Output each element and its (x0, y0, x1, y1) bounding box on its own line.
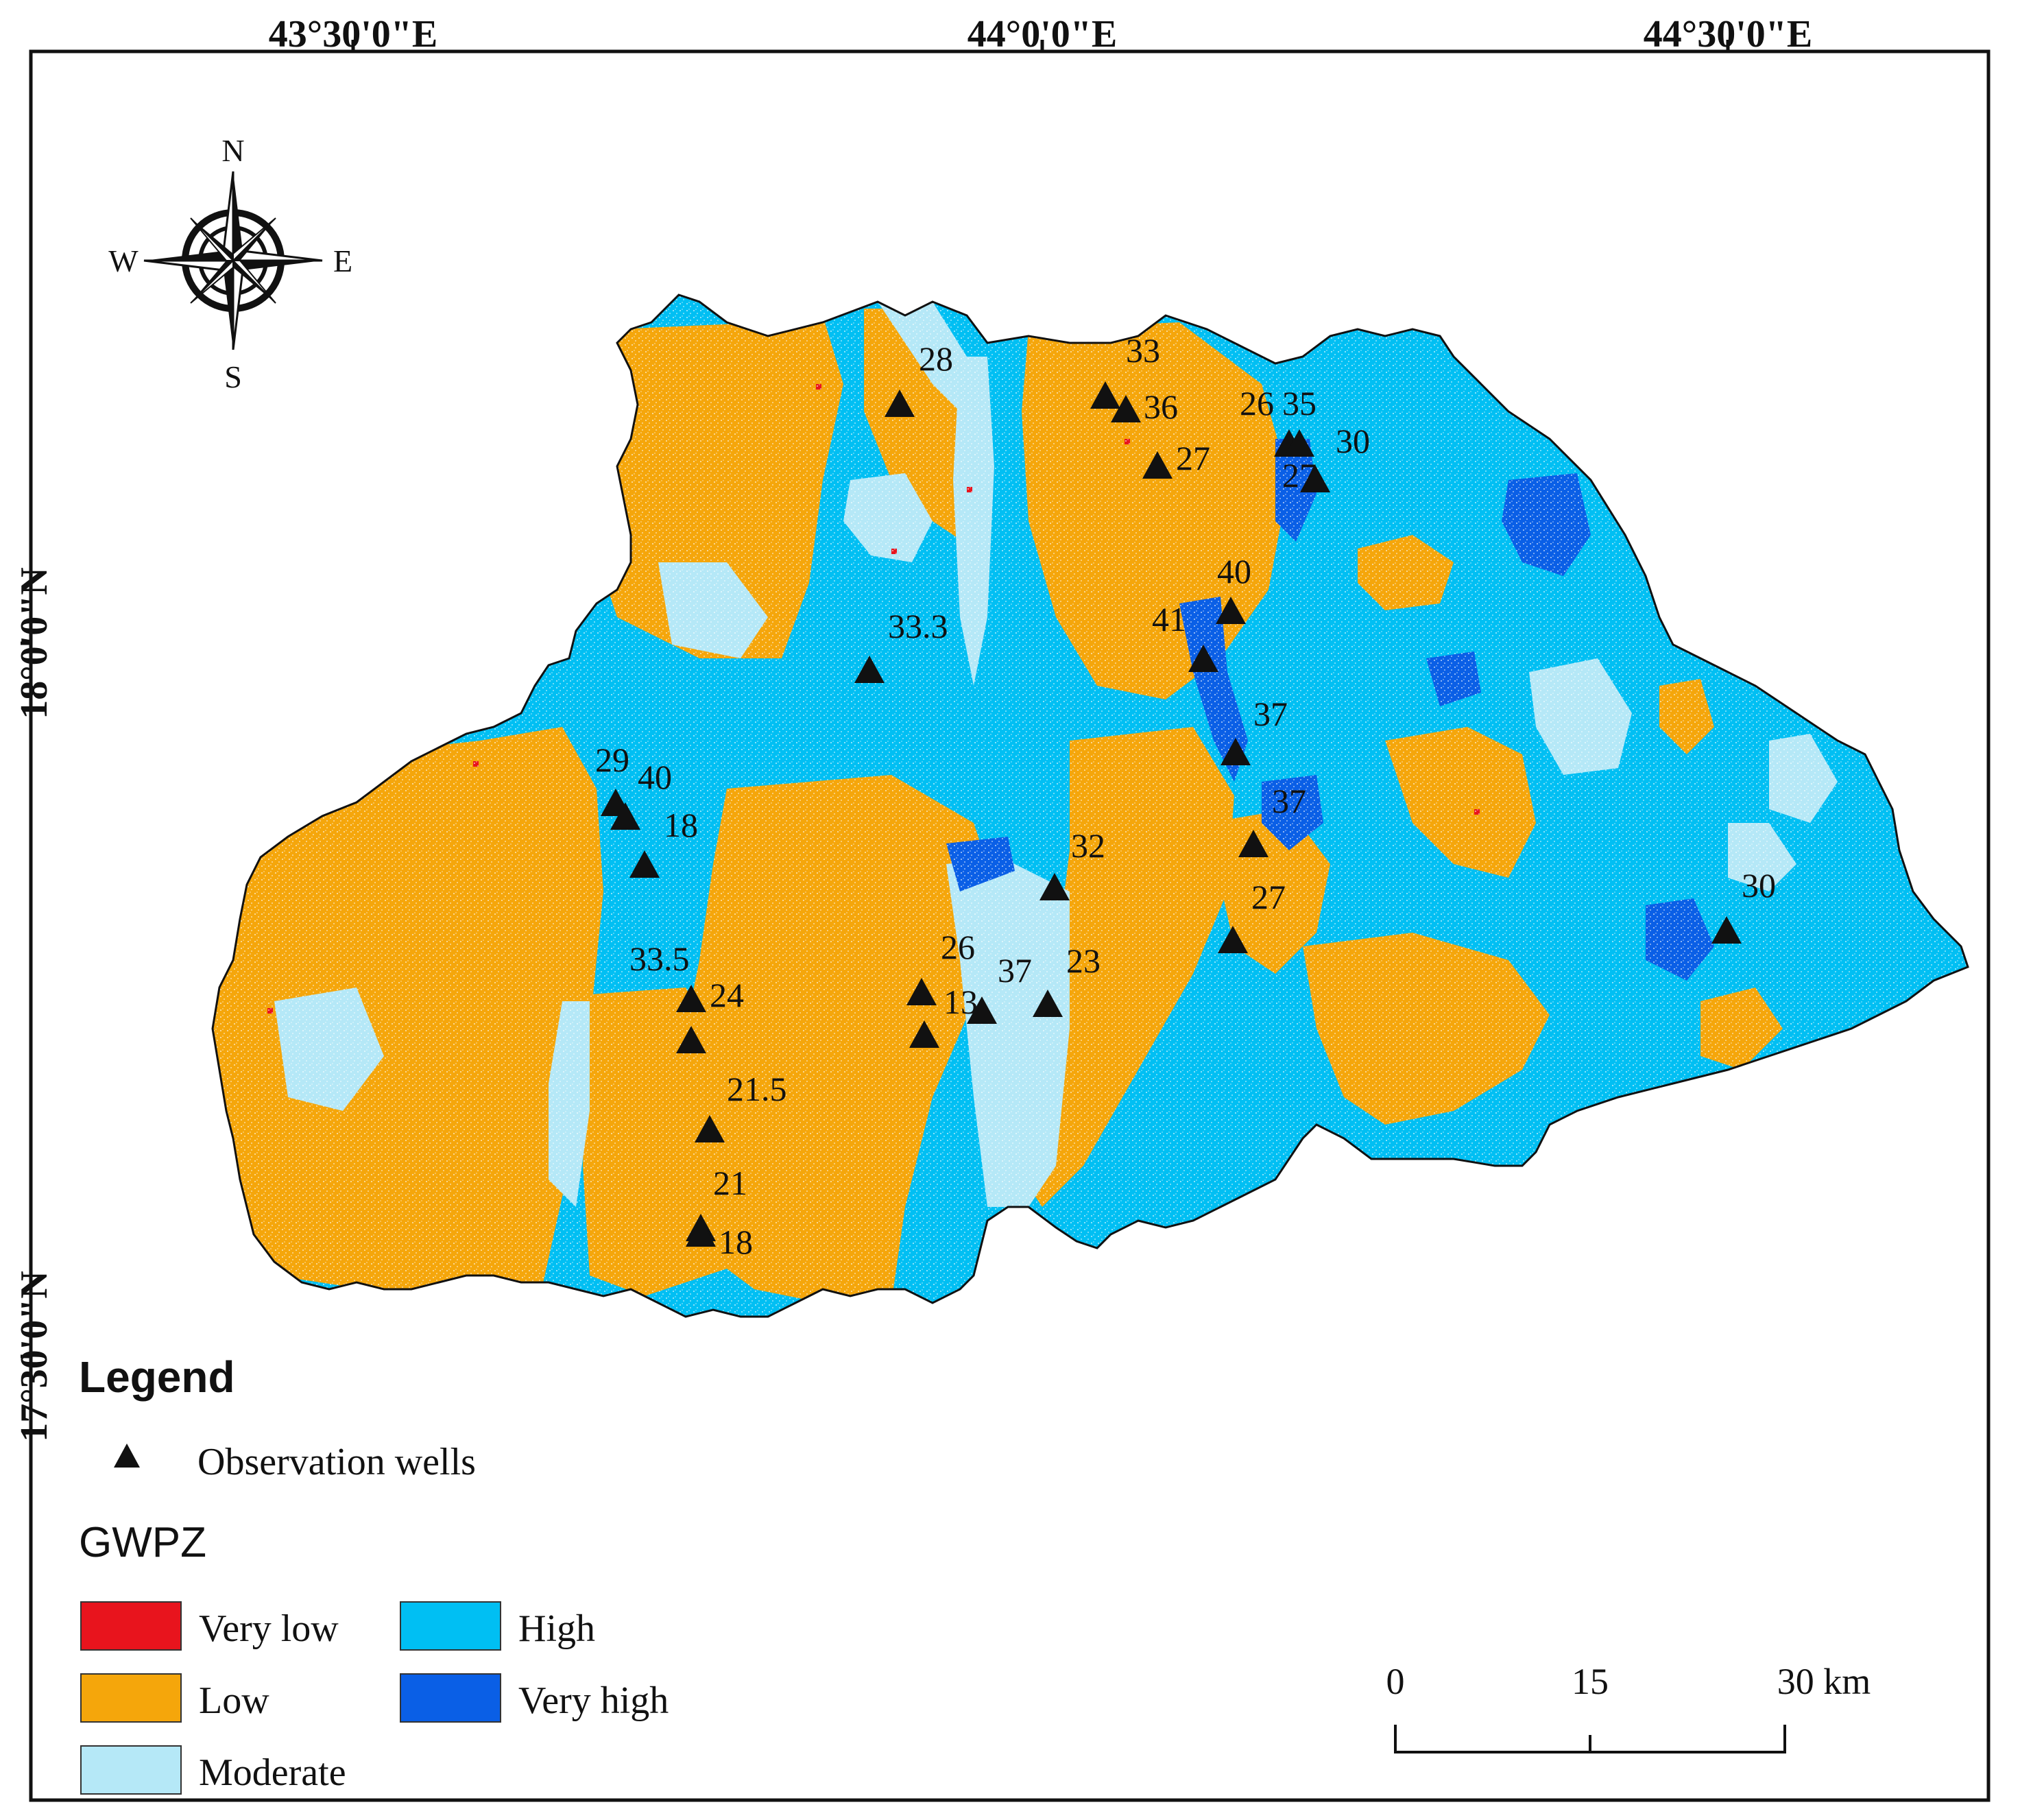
north-arrow-icon (143, 171, 323, 350)
well-label: 35 (1282, 384, 1316, 422)
legend-well-icon (114, 1444, 140, 1468)
well-label: 29 (595, 741, 629, 779)
legend-swatch-very-high (400, 1673, 501, 1723)
legend-swatch-high (400, 1601, 501, 1651)
well-marker-icon (695, 1115, 725, 1142)
well-marker-icon (1711, 916, 1742, 944)
well-marker-icon (1238, 830, 1268, 857)
legend-class-high: High (400, 1601, 595, 1651)
well-marker-icon (1039, 873, 1070, 900)
well-label: 37 (1272, 782, 1306, 820)
legend-swatch-moderate (80, 1745, 182, 1795)
well-marker-icon (1216, 597, 1246, 624)
well-label: 33.3 (888, 607, 948, 645)
well-marker-icon (1300, 465, 1330, 492)
legend-wells-label: Observation wells (197, 1441, 476, 1483)
lon-label-1: 43°30'0"E (269, 13, 437, 56)
well-marker-icon (676, 1026, 706, 1053)
well-marker-icon (1284, 429, 1314, 457)
lat-label-2: 17°30'0"N (13, 1271, 56, 1441)
well-label: 33 (1126, 331, 1160, 370)
well-marker-icon (1188, 645, 1218, 672)
compass-e-label: E (333, 243, 352, 278)
well-label: 33.5 (629, 939, 690, 978)
well-label: 26 (1240, 384, 1274, 422)
well-label: 27 (1251, 878, 1286, 916)
legend-label-moderate: Moderate (199, 1751, 346, 1794)
well-label: 30 (1742, 866, 1776, 905)
well-marker-icon (906, 978, 937, 1005)
well-label: 18 (719, 1223, 753, 1261)
well-marker-icon (686, 1219, 716, 1247)
lat-label-1: 18°0'0"N (13, 567, 56, 719)
well-label: 28 (919, 339, 953, 378)
legend-label-very-high: Very high (518, 1679, 669, 1722)
well-marker-icon (854, 656, 885, 683)
well-label: 40 (638, 758, 672, 796)
well-label: 23 (1066, 942, 1101, 980)
well-label: 41 (1152, 600, 1186, 638)
legend-class-very-low: Very low (80, 1601, 339, 1651)
lon-label-3: 44°30'0"E (1644, 13, 1812, 56)
well-label: 37 (1253, 695, 1288, 733)
well-label: 27 (1282, 456, 1316, 494)
well-label: 27 (1176, 439, 1210, 477)
well-label: 18 (664, 806, 698, 844)
well-marker-icon (1142, 451, 1173, 479)
well-marker-icon (676, 985, 706, 1012)
well-label: 32 (1071, 826, 1105, 865)
scale-label-0: 0 (1386, 1661, 1405, 1702)
well-label: 36 (1144, 387, 1178, 426)
graticule-ticks (21, 40, 1730, 1358)
legend-label-low: Low (199, 1679, 269, 1722)
compass-w-label: W (108, 243, 139, 278)
compass-n-label: N (221, 133, 244, 168)
well-marker-icon (1033, 990, 1063, 1017)
basin-boundary (211, 294, 1969, 1318)
legend-class-low: Low (80, 1673, 269, 1723)
legend-label-high: High (518, 1607, 595, 1650)
legend-label-very-low: Very low (199, 1607, 339, 1650)
well-marker-icon (967, 996, 997, 1024)
well-label: 21.5 (727, 1070, 787, 1108)
well-label: 30 (1336, 422, 1370, 460)
scale-label-30km: 30 km (1777, 1661, 1871, 1702)
well-label: 40 (1217, 552, 1251, 590)
well-marker-icon (629, 850, 660, 878)
well-label: 37 (998, 951, 1032, 990)
legend-swatch-low (80, 1673, 182, 1723)
legend-class-very-high: Very high (400, 1673, 669, 1723)
well-label: 26 (941, 928, 975, 966)
well-marker-icon (885, 390, 915, 417)
legend-swatch-very-low (80, 1601, 182, 1651)
well-marker-icon (909, 1020, 939, 1048)
scale-label-15: 15 (1572, 1661, 1609, 1702)
legend-class-moderate: Moderate (80, 1745, 346, 1795)
well-marker-icon (1218, 926, 1248, 953)
well-marker-icon (1090, 381, 1120, 409)
well-label: 21 (713, 1164, 747, 1202)
legend-gwpz-title: GWPZ (79, 1519, 206, 1566)
well-marker-icon (610, 802, 640, 830)
compass-s-label: S (224, 359, 242, 394)
scale-bar (1394, 1725, 1786, 1753)
well-marker-icon (1111, 395, 1141, 422)
legend-title: Legend (79, 1352, 235, 1402)
well-label: 24 (710, 976, 744, 1014)
well-marker-icon (1221, 738, 1251, 765)
lon-label-2: 44°0'0"E (967, 13, 1117, 56)
